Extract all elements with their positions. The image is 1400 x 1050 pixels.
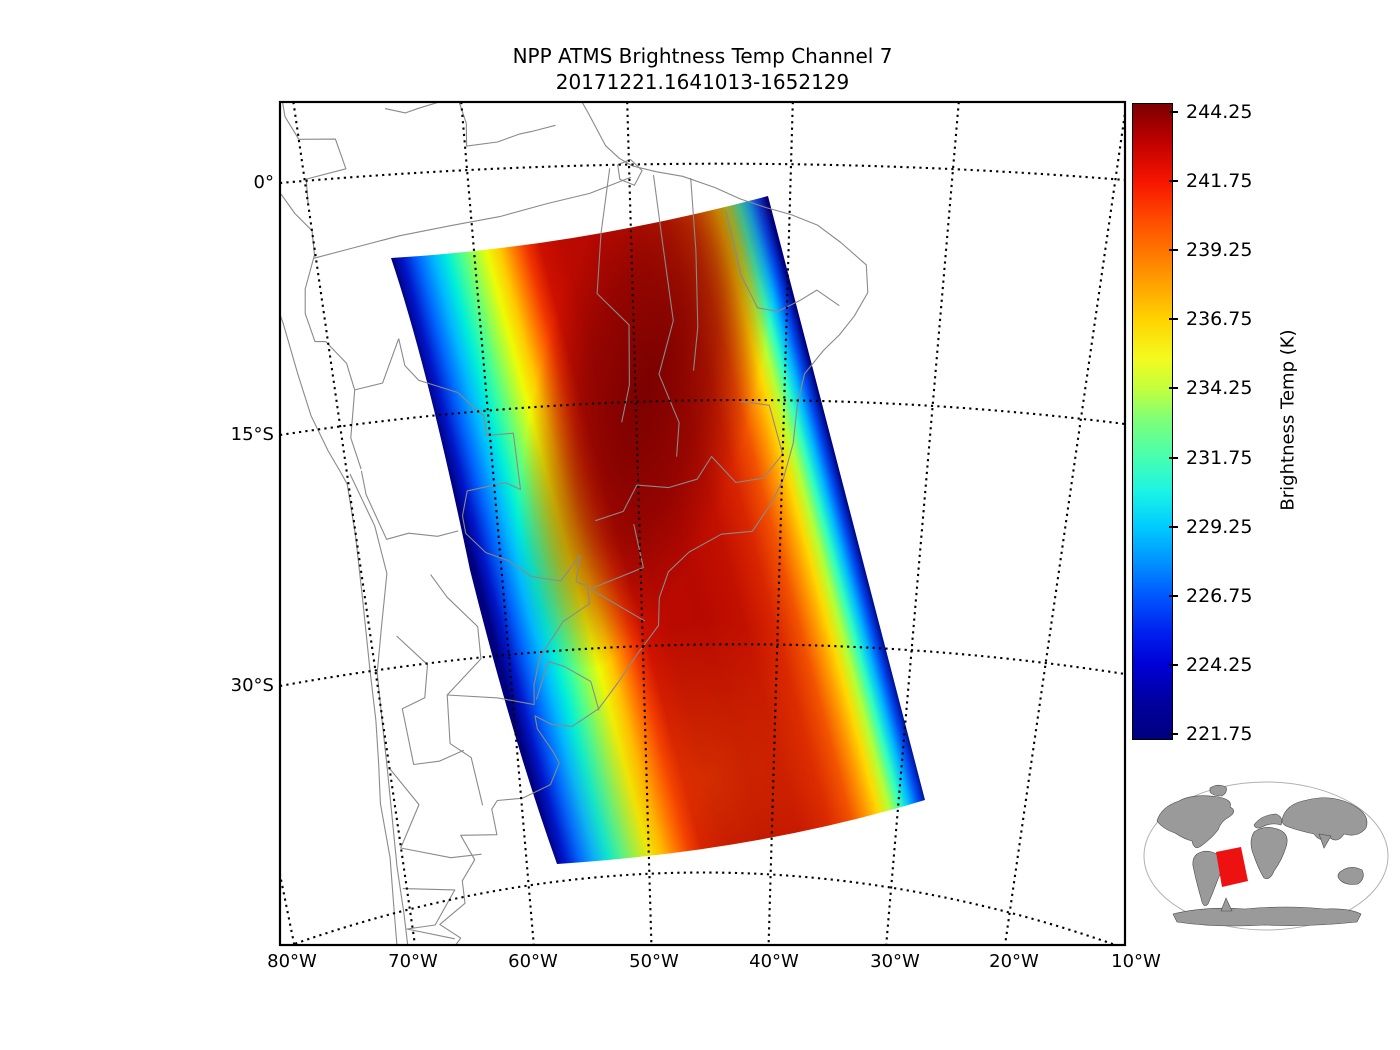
inset-north-america <box>1156 795 1235 848</box>
inset-continents <box>1156 784 1368 927</box>
colorbar-tick-label: 229.25 <box>1186 515 1253 538</box>
colorbar-tick-label: 239.25 <box>1186 239 1253 262</box>
inset-africa <box>1250 827 1288 879</box>
admin-border <box>725 210 840 313</box>
coastline-borders <box>280 102 869 945</box>
admin-border <box>281 102 347 204</box>
admin-border <box>280 193 362 470</box>
plot-subtitle: 20171221.1641013-1652129 <box>555 70 850 94</box>
admin-border <box>384 102 556 147</box>
inset-swath-footprint <box>1216 847 1248 887</box>
plot-title: NPP ATMS Brightness Temp Channel 7 <box>512 44 893 68</box>
parallel-line <box>280 643 1125 688</box>
admin-border <box>690 177 699 371</box>
inset-asia <box>1281 797 1368 841</box>
amazon-river <box>313 176 632 259</box>
lon-tick-label: 30°W <box>870 951 920 972</box>
admin-border <box>447 694 535 706</box>
inset-india <box>1318 833 1332 849</box>
inset-antarctic-peninsula <box>1220 897 1233 912</box>
lon-tick-label: 20°W <box>989 951 1039 972</box>
plot-frame <box>278 100 1127 947</box>
admin-border <box>596 168 630 423</box>
admin-border <box>652 175 680 457</box>
admin-border <box>398 338 591 705</box>
colorbar-gradient <box>1132 103 1173 740</box>
colorbar-tick-label: 224.25 <box>1186 653 1253 676</box>
lon-tick-label: 70°W <box>388 951 438 972</box>
colorbar-tick-mark <box>1169 663 1178 666</box>
lat-tick-label: 15°S <box>230 424 274 445</box>
lon-tick-label: 10°W <box>1111 951 1161 972</box>
meridian-line <box>885 102 960 945</box>
colorbar-axis-label: Brightness Temp (K) <box>1277 329 1299 511</box>
lon-tick-label: 80°W <box>267 951 317 972</box>
colorbar-tick-mark <box>1169 732 1178 735</box>
admin-border <box>430 574 484 806</box>
meridian-line <box>1003 105 1125 945</box>
lon-tick-label: 50°W <box>629 951 679 972</box>
world-inset-map <box>1143 781 1389 931</box>
parallel-line <box>288 871 1119 945</box>
colorbar-tick-mark <box>1169 525 1178 528</box>
colorbar-tick-mark <box>1169 387 1178 390</box>
meridian-line <box>280 869 296 945</box>
inset-greenland <box>1209 784 1227 797</box>
parallel-line <box>280 162 1125 185</box>
admin-border <box>402 888 456 940</box>
colorbar-tick-label: 234.25 <box>1186 377 1253 400</box>
colorbar-tick-label: 221.75 <box>1186 722 1253 745</box>
pacific-coastline <box>280 312 398 945</box>
lat-tick-label: 0° <box>253 172 274 193</box>
swath-warm-south <box>391 196 925 864</box>
admin-border <box>535 660 600 711</box>
colorbar-tick-mark <box>1169 249 1178 252</box>
admin-border <box>595 401 784 522</box>
admin-border <box>388 767 482 859</box>
colorbar-tick-label: 236.75 <box>1186 308 1253 331</box>
meridian-line <box>292 102 417 945</box>
colorbar-tick-mark <box>1169 318 1178 321</box>
colorbar-tick-mark <box>1169 111 1178 113</box>
inset-europe <box>1253 813 1283 829</box>
colorbar-tick-label: 231.75 <box>1186 446 1253 469</box>
colorbar-tick-mark <box>1169 180 1178 183</box>
inset-antarctica <box>1172 906 1362 927</box>
colorbar-tick-label: 226.75 <box>1186 584 1253 607</box>
lon-tick-label: 60°W <box>508 951 558 972</box>
admin-border <box>396 635 465 766</box>
admin-border <box>360 470 459 540</box>
atlantic-coastline <box>439 102 869 945</box>
colorbar-tick-mark <box>1169 594 1178 597</box>
graticule <box>280 102 1125 945</box>
parallel-line <box>280 398 1125 437</box>
colorbar-tick-label: 244.25 <box>1186 101 1253 123</box>
colorbar-tick-mark <box>1169 456 1178 459</box>
swath <box>391 196 925 864</box>
admin-border <box>589 523 646 622</box>
colorbar-tick-label: 241.75 <box>1186 170 1253 193</box>
admin-border <box>349 473 409 945</box>
inset-australia <box>1337 867 1364 885</box>
admin-border <box>354 338 400 391</box>
lon-tick-label: 40°W <box>749 951 799 972</box>
lat-tick-label: 30°S <box>230 675 274 696</box>
meridian-line <box>460 102 535 945</box>
